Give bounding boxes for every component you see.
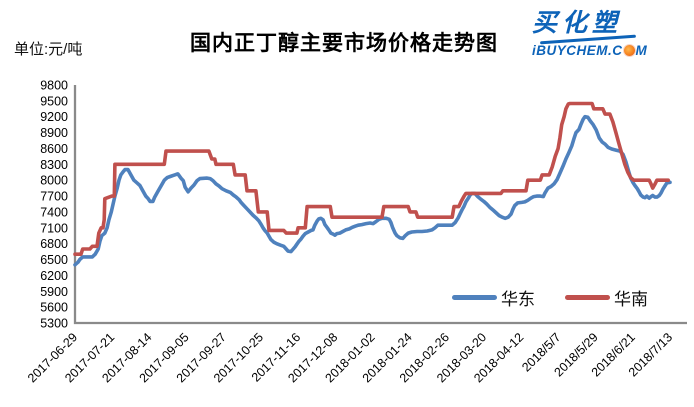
legend-item-huadong: 华东	[452, 285, 535, 310]
logo-brand-text: 买化塑	[532, 9, 623, 37]
y-tick-label: 5300	[40, 317, 68, 331]
logo-site-text: iBUYCHEM.C M	[532, 44, 682, 58]
y-tick-label: 7100	[40, 221, 68, 235]
series-line-huanan	[73, 101, 671, 256]
legend-label-huanan: 华南	[614, 290, 648, 309]
y-tick-label: 8000	[40, 174, 68, 188]
y-tick-label: 9800	[40, 79, 68, 93]
sun-icon	[623, 45, 635, 57]
y-tick-label: 6800	[40, 237, 68, 251]
logo-site-suffix: M	[635, 43, 648, 58]
legend-label-huadong: 华东	[501, 290, 535, 309]
legend-swatch-huanan	[565, 295, 610, 300]
y-tick-label: 9200	[40, 110, 68, 124]
y-tick-label: 5900	[40, 285, 68, 299]
logo-site-prefix: iBUYCHEM.C	[532, 43, 623, 58]
y-tick-label: 5600	[40, 301, 68, 315]
chart-legend: 华东 华南	[452, 285, 648, 310]
y-tick-label: 9500	[40, 94, 68, 108]
y-tick-label: 8900	[40, 126, 68, 140]
y-tick-label: 8300	[40, 158, 68, 172]
y-tick-label: 6500	[40, 253, 68, 267]
y-tick-label: 8600	[40, 142, 68, 156]
page-title: 国内正丁醇主要市场价格走势图	[190, 32, 498, 55]
unit-label: 单位:元/吨	[14, 41, 83, 58]
ibuychem-logo: 买化塑 iBUYCHEM.C M	[532, 11, 682, 58]
axis-lines	[73, 85, 687, 325]
legend-item-huanan: 华南	[565, 285, 648, 310]
y-tick-label: 6200	[40, 269, 68, 283]
series-line-huadong	[73, 114, 672, 267]
y-tick-label: 7400	[40, 205, 68, 219]
y-tick-label: 7700	[40, 190, 68, 204]
legend-swatch-huadong	[452, 295, 497, 300]
